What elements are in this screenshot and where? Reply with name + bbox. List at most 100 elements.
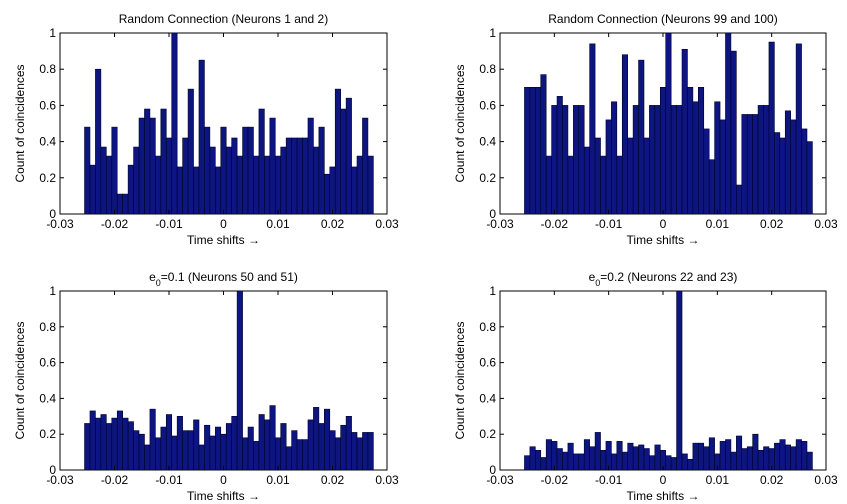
- bar: [356, 437, 363, 471]
- chart-3: -0.03 -0.02 -0.01 0 0.01 0.02 0.03 0 0.2 0.4 0.6 0.…: [13, 270, 399, 503]
- bar: [524, 87, 531, 215]
- bar: [182, 430, 189, 471]
- bar: [285, 137, 292, 215]
- bar: [231, 415, 238, 471]
- y-tick-label: 1: [49, 26, 56, 40]
- bar: [84, 423, 91, 471]
- bar: [632, 105, 639, 215]
- bar: [556, 448, 563, 471]
- y-tick-label: 0.6: [479, 356, 496, 370]
- bar: [215, 426, 222, 471]
- y-tick-label: 0.6: [39, 356, 56, 370]
- bar: [600, 450, 607, 471]
- bar: [193, 419, 200, 471]
- bar: [176, 415, 183, 471]
- chart-title: e0=0.2 (Neurons 22 and 23): [589, 270, 738, 288]
- bar: [730, 50, 737, 215]
- bar: [138, 117, 145, 215]
- bar: [562, 105, 569, 215]
- bar: [703, 128, 710, 215]
- bar: [605, 441, 612, 471]
- bar: [100, 146, 107, 215]
- bar: [111, 126, 118, 215]
- bar: [127, 164, 134, 215]
- bar: [116, 193, 123, 215]
- bar: [774, 132, 781, 215]
- bar: [274, 155, 282, 215]
- bar: [573, 105, 580, 215]
- y-tick-label: 0.2: [479, 427, 496, 441]
- bar: [362, 117, 369, 215]
- bar: [318, 423, 325, 471]
- bar: [89, 164, 96, 215]
- bar: [242, 126, 249, 215]
- bar: [307, 419, 314, 471]
- bar: [269, 117, 276, 215]
- bar: [719, 119, 726, 215]
- bar: [643, 137, 650, 215]
- y-tick-label: 1: [489, 284, 496, 298]
- bar: [649, 455, 656, 471]
- x-axis-label: Time shifts →: [627, 233, 700, 247]
- bar: [573, 453, 580, 471]
- bar: [345, 415, 352, 471]
- x-tick-label: -0.01: [155, 473, 183, 487]
- bar: [225, 146, 232, 215]
- bar: [545, 439, 552, 471]
- bar: [247, 126, 254, 215]
- x-tick-label: -0.02: [101, 473, 129, 487]
- bar: [171, 435, 178, 471]
- x-tick-label: -0.03: [486, 473, 514, 487]
- chart-4: -0.03 -0.02 -0.01 0 0.01 0.02 0.03 0 0.2 0.4 0.6 0.…: [453, 270, 838, 503]
- x-tick-label: 0: [660, 473, 667, 487]
- bar: [187, 430, 194, 471]
- x-tick-label: 0.03: [814, 217, 838, 231]
- bar: [741, 448, 748, 471]
- bar: [567, 442, 574, 471]
- bar: [176, 166, 183, 215]
- x-tick-label: 0: [660, 217, 667, 231]
- bar: [84, 126, 91, 215]
- plot-area: [499, 290, 827, 471]
- bar: [578, 453, 585, 471]
- bar: [757, 105, 764, 215]
- bar: [535, 87, 542, 215]
- y-axis-label: Count of coincidences: [13, 321, 27, 439]
- bar: [280, 423, 287, 471]
- bar: [133, 146, 140, 215]
- bar: [540, 74, 547, 215]
- bar: [264, 155, 271, 215]
- bar: [351, 166, 358, 215]
- bar: [215, 166, 222, 215]
- chart-1: -0.03 -0.02 -0.01 0 0.01 0.02 0.03 0 0.2 0.4 0.6 0.…: [13, 12, 399, 247]
- bar: [763, 446, 770, 471]
- bar: [318, 126, 325, 215]
- bar: [204, 424, 211, 471]
- bar: [127, 421, 134, 471]
- bar: [116, 410, 123, 471]
- y-tick-label: 0.8: [39, 62, 56, 76]
- bar: [106, 155, 113, 215]
- chart-2: -0.03 -0.02 -0.01 0 0.01 0.02 0.03 0 0.2 0.4 0.6 0.…: [453, 12, 838, 247]
- chart-title: e0=0.1 (Neurons 50 and 51): [149, 270, 298, 288]
- x-tick-label: 0: [220, 473, 227, 487]
- bar: [182, 137, 189, 215]
- bar: [313, 146, 320, 215]
- bar: [100, 414, 107, 471]
- bar: [670, 457, 677, 471]
- bar: [296, 439, 303, 471]
- bar: [665, 32, 672, 215]
- bar: [122, 417, 129, 471]
- bar: [362, 432, 369, 471]
- y-tick-label: 0.2: [39, 171, 56, 185]
- bar: [605, 119, 612, 215]
- bar: [583, 439, 590, 471]
- bar: [752, 433, 759, 471]
- y-tick-label: 1: [489, 26, 496, 40]
- bar: [649, 105, 656, 215]
- y-tick-label: 0.2: [479, 171, 496, 185]
- bar: [340, 108, 347, 215]
- chart-title: Random Connection (Neurons 99 and 100): [548, 12, 777, 26]
- bar: [594, 432, 601, 471]
